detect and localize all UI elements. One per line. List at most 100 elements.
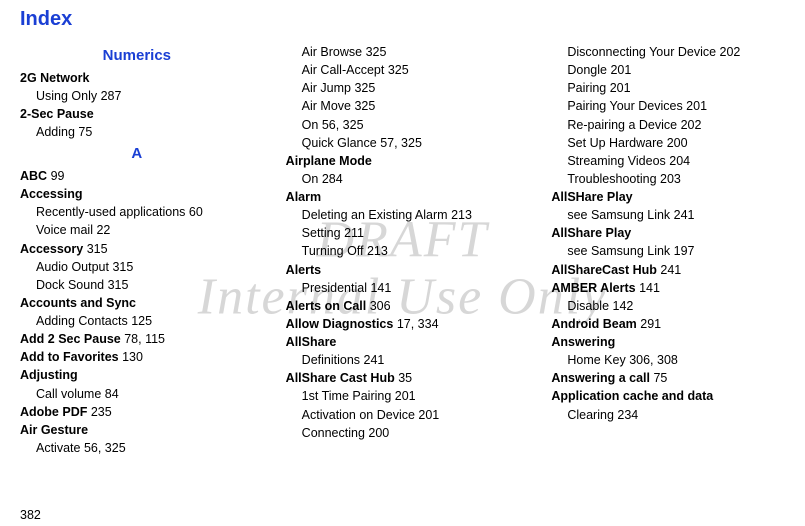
index-subentry: Pairing Your Devices 201 <box>551 97 785 115</box>
index-columns: Numerics2G NetworkUsing Only 2872-Sec Pa… <box>20 43 785 457</box>
index-subentry: 1st Time Pairing 201 <box>286 387 520 405</box>
index-entry: 2G Network <box>20 69 254 87</box>
index-entry: Add to Favorites 130 <box>20 348 254 366</box>
page-ref: 284 <box>322 172 343 186</box>
index-subentry: Disconnecting Your Device 202 <box>551 43 785 61</box>
page-ref: 241 <box>660 263 681 277</box>
index-subentry: Pairing 201 <box>551 79 785 97</box>
index-entry: Allow Diagnostics 17, 334 <box>286 315 520 333</box>
page-ref: 201 <box>610 63 631 77</box>
index-subentry: Home Key 306, 308 <box>551 351 785 369</box>
page-ref: 75 <box>78 125 92 139</box>
page-ref: 325 <box>354 99 375 113</box>
page-ref: 325 <box>354 81 375 95</box>
index-entry: Airplane Mode <box>286 152 520 170</box>
page-ref: 201 <box>610 81 631 95</box>
page-ref: 241 <box>364 353 385 367</box>
index-subentry: see Samsung Link 197 <box>551 242 785 260</box>
page-ref: 142 <box>613 299 634 313</box>
index-subentry: Dock Sound 315 <box>20 276 254 294</box>
page-ref: 235 <box>91 405 112 419</box>
page-ref: 35 <box>398 371 412 385</box>
page-ref: 84 <box>105 387 119 401</box>
page-ref: 78, 115 <box>124 332 165 346</box>
index-subentry: Quick Glance 57, 325 <box>286 134 520 152</box>
page-ref: 315 <box>108 278 129 292</box>
index-entry: AllSHare Play <box>551 188 785 206</box>
index-column-1: Numerics2G NetworkUsing Only 2872-Sec Pa… <box>20 43 254 457</box>
index-subentry: Definitions 241 <box>286 351 520 369</box>
index-entry: Adobe PDF 235 <box>20 403 254 421</box>
index-subentry: Presidential 141 <box>286 279 520 297</box>
page-ref: 202 <box>681 118 702 132</box>
page-ref: 202 <box>720 45 741 59</box>
page-ref: 315 <box>87 242 108 256</box>
index-entry: ABC 99 <box>20 167 254 185</box>
page-title: Index <box>20 8 785 31</box>
index-entry: Add 2 Sec Pause 78, 115 <box>20 330 254 348</box>
page-ref: 125 <box>131 314 152 328</box>
page-ref: 306, 308 <box>629 353 678 367</box>
index-entry: Air Gesture <box>20 421 254 439</box>
index-subentry: Voice mail 22 <box>20 221 254 239</box>
page-ref: 56, 325 <box>322 118 364 132</box>
index-subentry: Activate 56, 325 <box>20 439 254 457</box>
index-entry: AllShare Cast Hub 35 <box>286 369 520 387</box>
index-subentry: Dongle 201 <box>551 61 785 79</box>
index-entry: Accessory 315 <box>20 240 254 258</box>
page-ref: 325 <box>388 63 409 77</box>
page-ref: 211 <box>344 226 364 240</box>
index-subentry: Adding 75 <box>20 123 254 141</box>
index-entry: AMBER Alerts 141 <box>551 279 785 297</box>
page-ref: 75 <box>653 371 667 385</box>
page-ref: 306 <box>370 299 391 313</box>
page-ref: 22 <box>96 223 110 237</box>
page-ref: 234 <box>617 408 638 422</box>
index-subentry: Using Only 287 <box>20 87 254 105</box>
index-subentry: Recently-used applications 60 <box>20 203 254 221</box>
index-subentry: Air Move 325 <box>286 97 520 115</box>
index-subentry: Turning Off 213 <box>286 242 520 260</box>
index-subentry: Activation on Device 201 <box>286 406 520 424</box>
index-entry: Alerts <box>286 261 520 279</box>
index-entry: AllShareCast Hub 241 <box>551 261 785 279</box>
page-ref: 213 <box>451 208 472 222</box>
section-heading: Numerics <box>20 45 254 67</box>
index-subentry: see Samsung Link 241 <box>551 206 785 224</box>
page-ref: 130 <box>122 350 143 364</box>
section-heading: A <box>20 143 254 165</box>
page-ref: 204 <box>669 154 690 168</box>
index-entry: Adjusting <box>20 366 254 384</box>
index-subentry: Call volume 84 <box>20 385 254 403</box>
page-ref: 287 <box>101 89 122 103</box>
index-subentry: Setting 211 <box>286 224 520 242</box>
page-ref: 201 <box>418 408 439 422</box>
index-subentry: Disable 142 <box>551 297 785 315</box>
index-subentry: Re-pairing a Device 202 <box>551 116 785 134</box>
page-ref: 57, 325 <box>380 136 422 150</box>
page-ref: 99 <box>51 169 65 183</box>
page-ref: 325 <box>366 45 387 59</box>
index-entry: Application cache and data <box>551 387 785 405</box>
page-ref: 141 <box>639 281 660 295</box>
index-column-3: Disconnecting Your Device 202Dongle 201P… <box>551 43 785 457</box>
index-subentry: Air Call-Accept 325 <box>286 61 520 79</box>
index-subentry: Troubleshooting 203 <box>551 170 785 188</box>
index-subentry: Deleting an Existing Alarm 213 <box>286 206 520 224</box>
index-entry: Answering <box>551 333 785 351</box>
index-subentry: Audio Output 315 <box>20 258 254 276</box>
index-column-2: Air Browse 325Air Call-Accept 325Air Jum… <box>286 43 520 457</box>
page-ref: 141 <box>370 281 391 295</box>
index-subentry: Air Browse 325 <box>286 43 520 61</box>
index-subentry: On 56, 325 <box>286 116 520 134</box>
page-ref: 200 <box>368 426 389 440</box>
page-ref: 56, 325 <box>84 441 126 455</box>
page-ref: 17, 334 <box>397 317 439 331</box>
index-entry: Android Beam 291 <box>551 315 785 333</box>
index-subentry: Adding Contacts 125 <box>20 312 254 330</box>
index-subentry: Connecting 200 <box>286 424 520 442</box>
page-ref: 203 <box>660 172 681 186</box>
index-subentry: On 284 <box>286 170 520 188</box>
page-ref: 201 <box>686 99 707 113</box>
index-subentry: Clearing 234 <box>551 406 785 424</box>
